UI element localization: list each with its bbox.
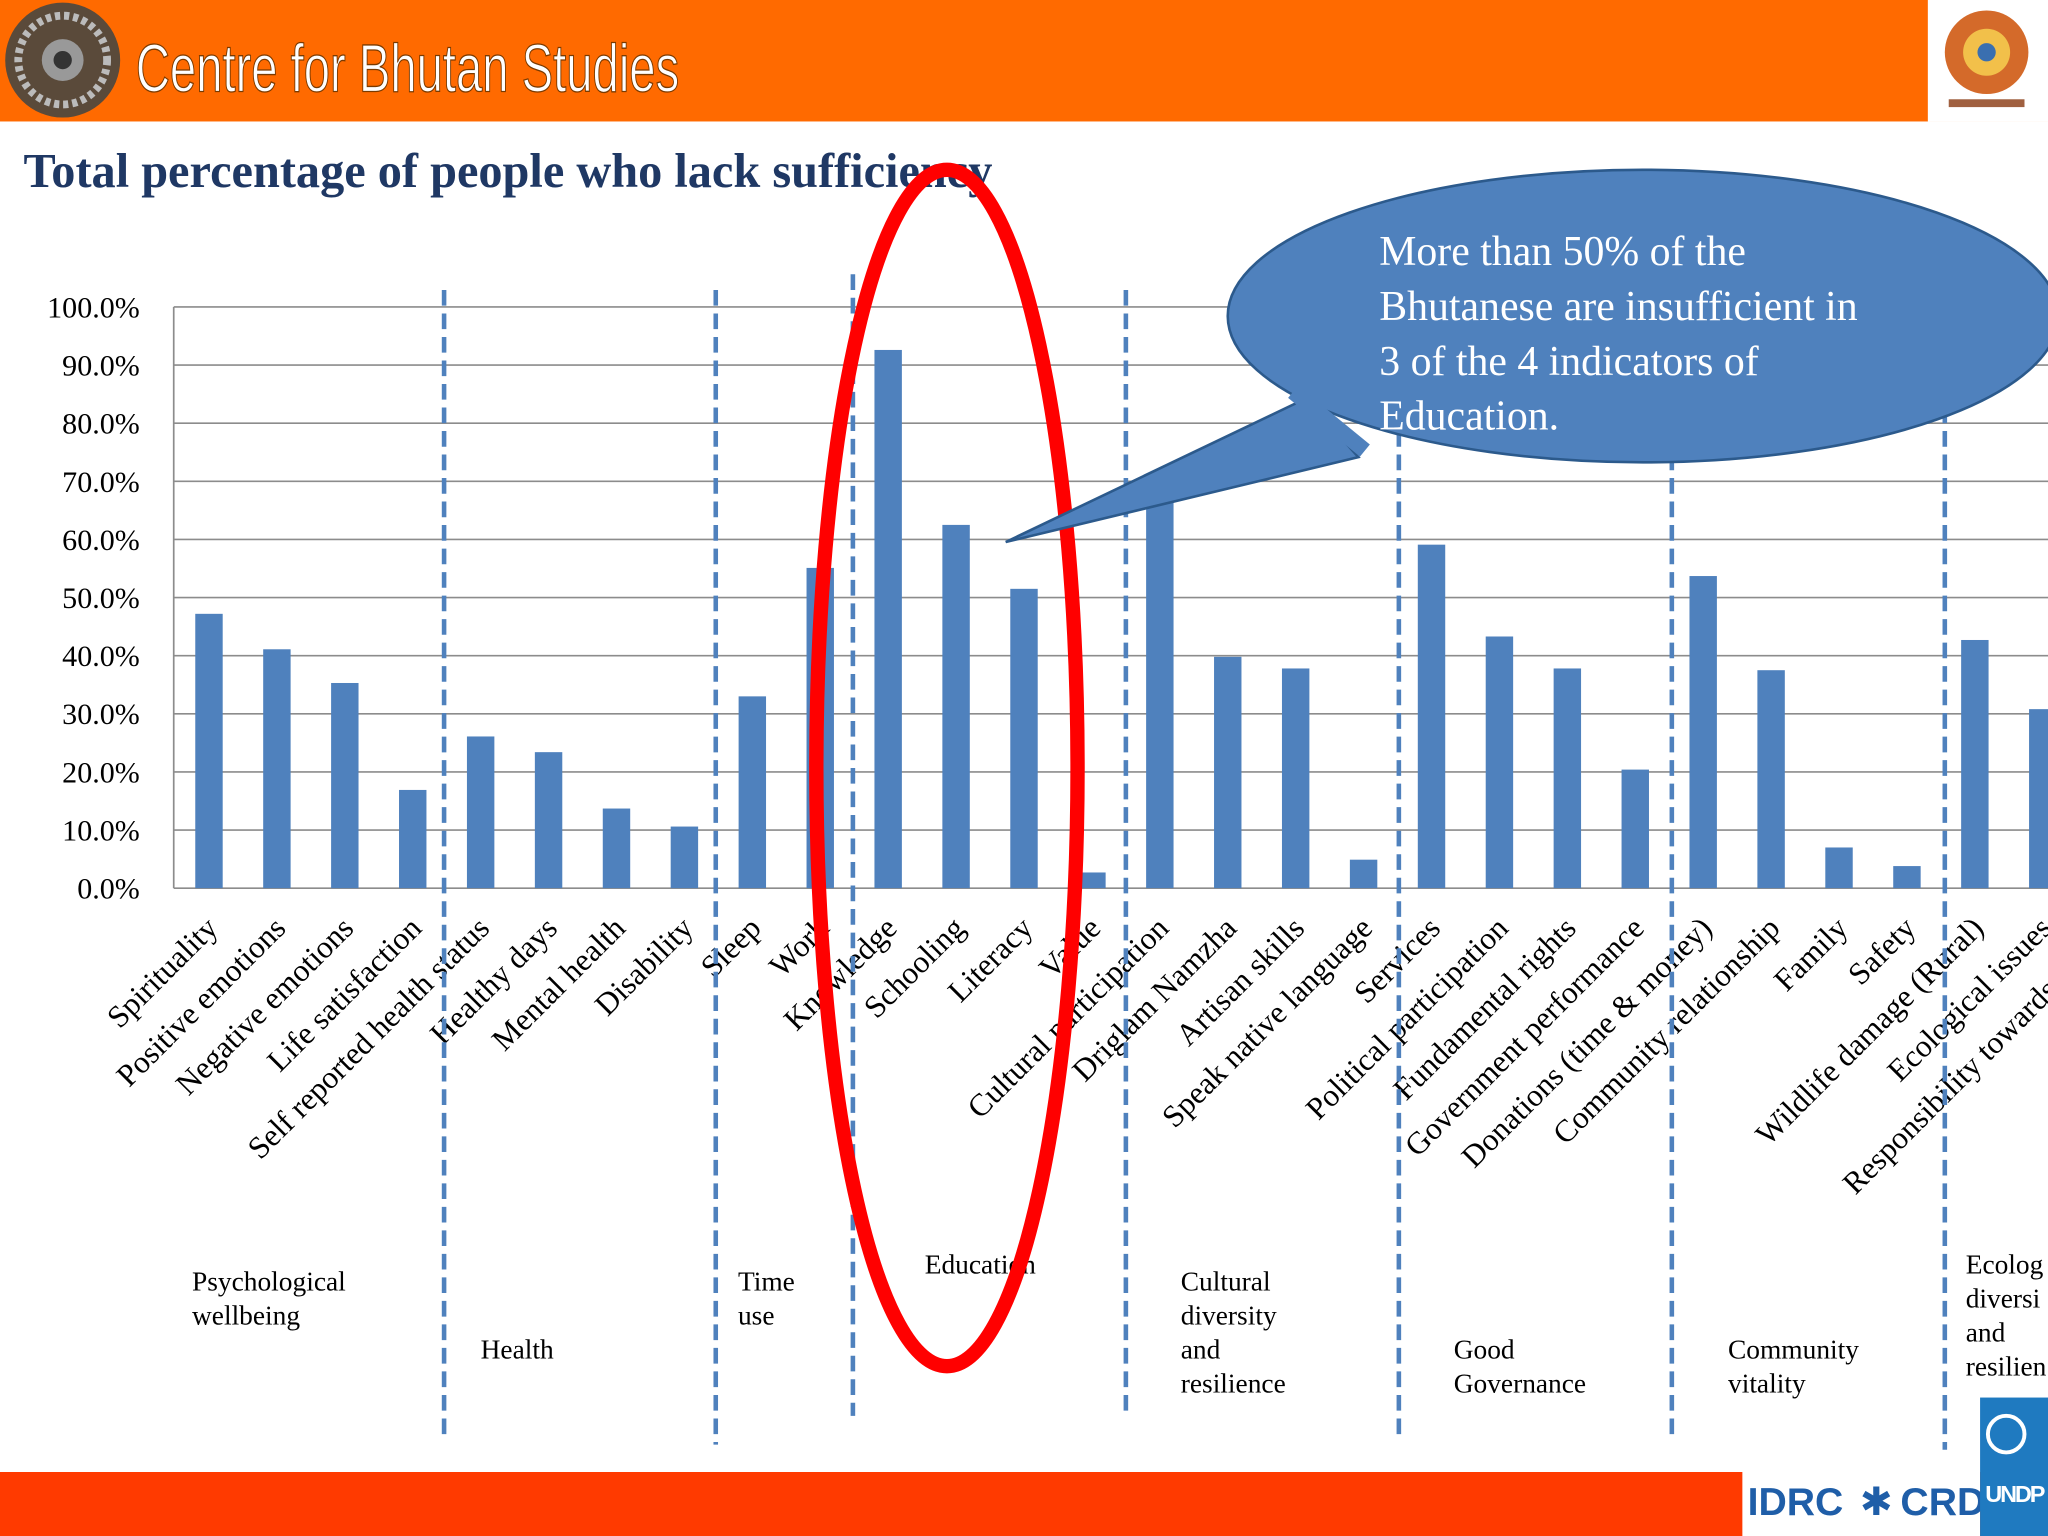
bar (1961, 639, 1989, 889)
idrc-logo: IDRC (1748, 1481, 1844, 1524)
bar (534, 752, 563, 889)
annotation-line: Education. (1379, 394, 1559, 440)
callout (1005, 168, 2048, 544)
bar (1078, 872, 1106, 889)
group-label: Good (1454, 1334, 1515, 1364)
group-label: Psychological (192, 1266, 346, 1296)
y-tick-label: 20.0% (62, 756, 140, 789)
y-tick-label: 60.0% (62, 524, 140, 557)
highlight-ellipse (809, 162, 1085, 1374)
group-label: diversi (1966, 1283, 2041, 1313)
y-tick-label: 70.0% (62, 466, 140, 499)
footer-bar (0, 1472, 2048, 1536)
group-label: Governance (1454, 1368, 1586, 1398)
bar (738, 696, 767, 889)
bar (1825, 847, 1853, 889)
y-tick-label: 30.0% (62, 698, 140, 731)
bar (1349, 859, 1378, 889)
bar (1281, 668, 1310, 889)
x-tick-label: Family (1767, 910, 1855, 998)
bar (399, 789, 427, 889)
bar (1893, 866, 1921, 889)
bar (874, 349, 902, 889)
group-label: and (1181, 1334, 1221, 1364)
emblem (1927, 0, 2048, 122)
bar (466, 736, 495, 889)
y-tick-label: 80.0% (62, 408, 140, 441)
y-tick-label: 40.0% (62, 640, 140, 673)
y-tick-label: 100.0% (47, 291, 140, 324)
group-label: Cultural (1181, 1266, 1271, 1296)
group-label: and (1966, 1317, 2006, 1347)
bar (2029, 709, 2048, 889)
bar (1214, 656, 1242, 889)
bar (1146, 498, 1174, 889)
svg-text:✱: ✱ (1860, 1481, 1893, 1524)
footer-logos: IDRC ✱ CRDI U N D P (1742, 1397, 2048, 1536)
bar (1553, 668, 1582, 889)
bar (670, 826, 699, 889)
y-tick-label: 10.0% (62, 814, 140, 847)
y-tick-label: 0.0% (77, 873, 140, 906)
y-tick-label: 90.0% (62, 350, 140, 383)
undp-logo: U N D P (1985, 1481, 2045, 1507)
group-label: Time (738, 1266, 795, 1296)
annotation-line: More than 50% of the (1379, 229, 1746, 275)
chart-title: Total percentage of people who lack suff… (24, 145, 993, 198)
group-label: use (738, 1300, 775, 1330)
bar (263, 649, 291, 889)
bar (1689, 576, 1717, 889)
bar (602, 808, 631, 889)
group-label: diversity (1181, 1300, 1277, 1330)
group-label: wellbeing (192, 1300, 300, 1330)
header-title: Centre for Bhutan Studies (136, 31, 679, 106)
y-tick-label: 50.0% (62, 582, 140, 615)
cbs-logo (5, 2, 121, 118)
group-label: Ecolog (1966, 1249, 2044, 1279)
annotation-line: Bhutanese are insufficient in (1379, 284, 1858, 330)
bar (195, 613, 223, 889)
group-labels: PsychologicalwellbeingHealthTimeuseEduca… (192, 1249, 2047, 1398)
bar (1757, 670, 1785, 889)
bar (1485, 636, 1514, 889)
header-bar (0, 0, 2048, 122)
bar (942, 524, 970, 889)
group-label: resilien (1966, 1351, 2047, 1381)
x-tick-label: Sleep (694, 910, 768, 984)
group-label: Community (1728, 1334, 1859, 1364)
annotation-line: 3 of the 4 indicators of (1379, 339, 1759, 385)
group-label: Health (481, 1334, 554, 1364)
bar (1010, 588, 1038, 889)
group-separators (441, 274, 1948, 1450)
group-label: resilience (1181, 1368, 1286, 1398)
bar (331, 682, 359, 889)
bar (1621, 769, 1649, 889)
bar (1417, 544, 1446, 889)
annotation: More than 50% of the Bhutanese are insuff… (1379, 229, 1858, 440)
group-label: vitality (1728, 1368, 1806, 1398)
